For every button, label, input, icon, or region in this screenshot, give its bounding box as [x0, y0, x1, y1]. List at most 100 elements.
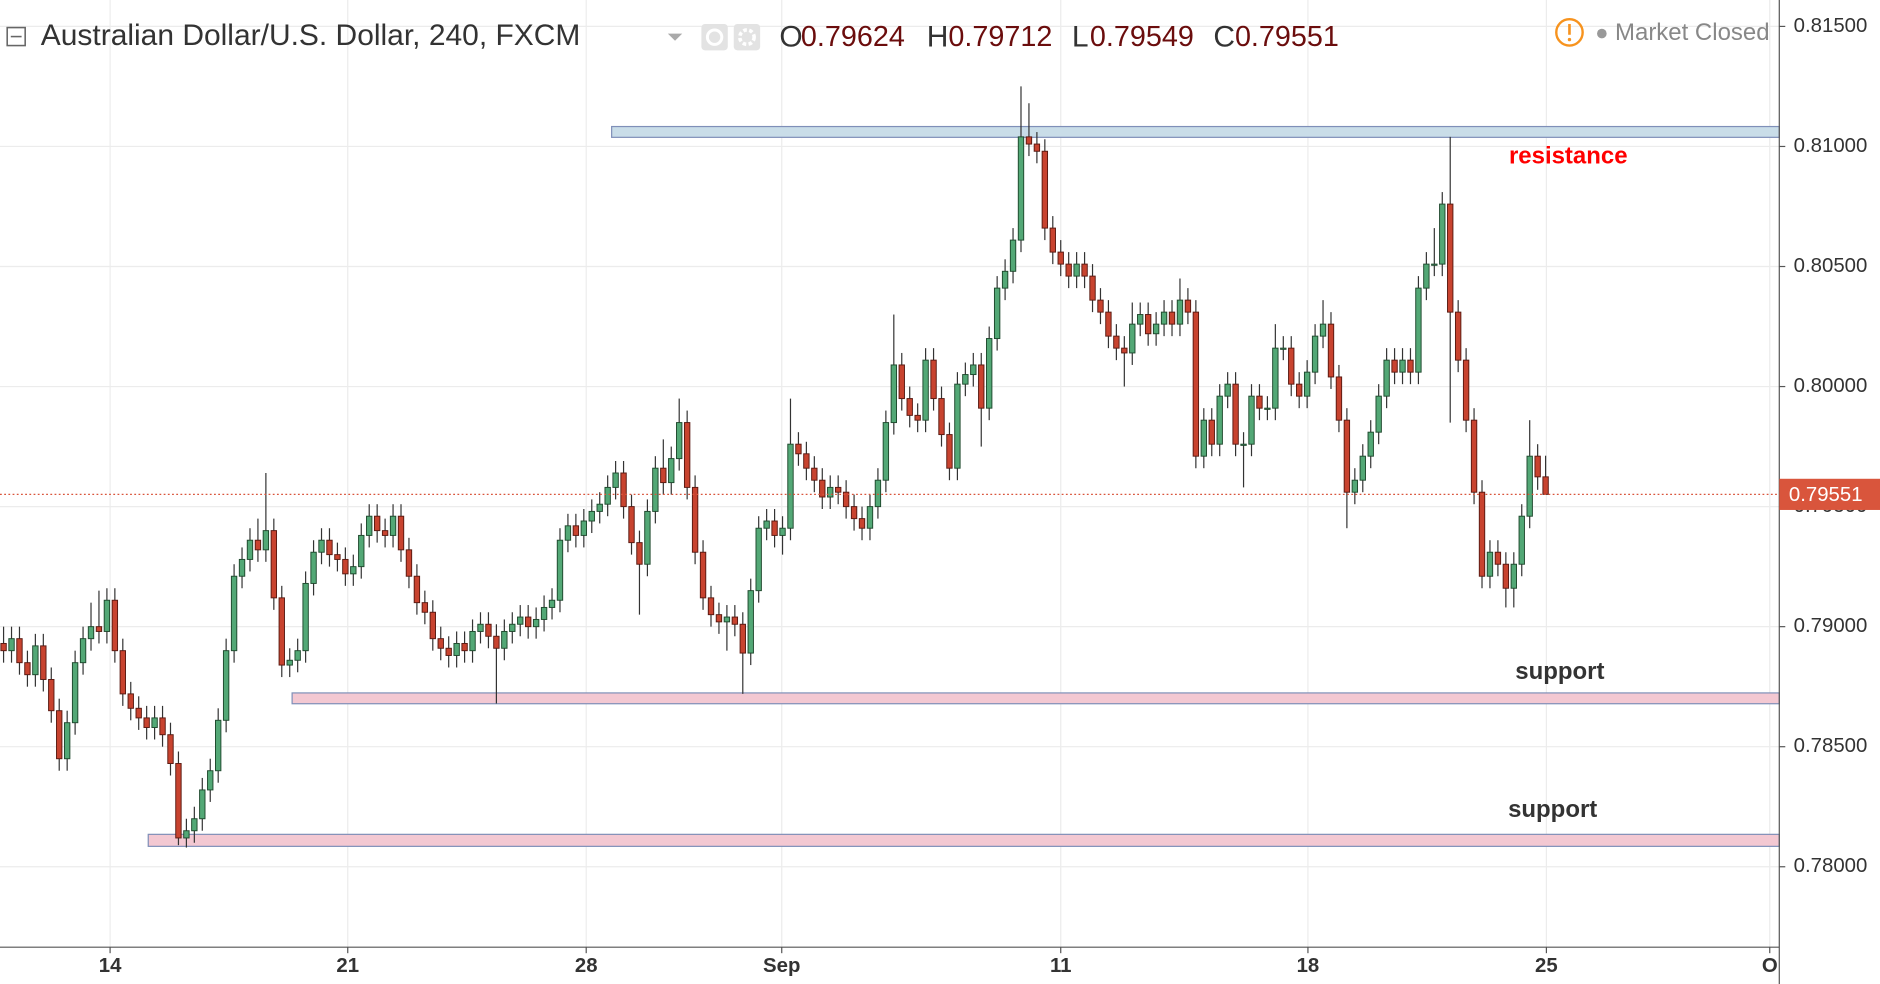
candle-body — [1176, 299, 1184, 325]
ohlc-label: H — [927, 20, 949, 53]
candle-body — [1137, 314, 1144, 325]
candle-body — [978, 364, 985, 409]
ohlc-value: 0.79624 — [801, 21, 905, 53]
symbol-title: Australian Dollar/U.S. Dollar, 240, FXCM — [41, 19, 581, 52]
candle-body — [882, 422, 890, 481]
candle-body — [1542, 476, 1549, 495]
candle-body — [906, 398, 913, 416]
candle-body — [1240, 443, 1247, 446]
candle-body — [493, 635, 500, 649]
candle-body — [501, 630, 508, 649]
candle-body — [1502, 563, 1510, 589]
x-tick-label: 11 — [1050, 955, 1072, 977]
candle-body — [1073, 263, 1080, 277]
ohlc-value: 0.79549 — [1090, 21, 1194, 53]
candle-body — [230, 575, 238, 652]
candle-body — [1097, 299, 1104, 313]
candle-body — [358, 534, 365, 568]
candle-body — [1009, 239, 1017, 272]
candle-body — [469, 630, 476, 652]
candle-body — [397, 515, 405, 551]
candle-body — [1152, 323, 1160, 335]
candle-body — [199, 789, 206, 820]
header: Australian Dollar/U.S. Dollar, 240, FXCM… — [6, 17, 1770, 53]
candle-body — [715, 614, 723, 623]
candle-body — [596, 503, 603, 512]
candle-body — [151, 717, 158, 728]
candle-body — [1065, 263, 1072, 277]
candle-body — [993, 287, 1001, 340]
candle-body — [620, 472, 627, 508]
candle-body — [103, 599, 111, 632]
candle-body — [1367, 431, 1374, 457]
candle-body — [1256, 395, 1263, 409]
ohlc-label: O — [779, 20, 802, 53]
candle-body — [262, 530, 270, 551]
candle-body — [373, 515, 381, 532]
collapse-icon[interactable] — [6, 26, 26, 47]
candle-body — [795, 443, 802, 455]
x-tick-label: 25 — [1535, 955, 1558, 977]
x-tick-label: 18 — [1297, 955, 1320, 977]
candle-body — [588, 510, 595, 522]
candle-body — [8, 638, 15, 652]
candle-body — [890, 364, 897, 424]
candle-body — [707, 597, 715, 616]
candle-body — [278, 597, 285, 666]
candle-body — [1224, 383, 1231, 397]
candle-body — [143, 717, 150, 728]
candle-body — [1089, 275, 1096, 301]
candle-body — [811, 467, 818, 481]
candle-body — [1017, 136, 1025, 241]
candle-body — [1160, 311, 1168, 325]
candle-body — [970, 364, 977, 376]
candle-body — [1192, 311, 1200, 457]
candle-body — [1343, 419, 1351, 493]
candle-body — [342, 558, 349, 575]
candle-body — [803, 453, 810, 469]
visibility-icon[interactable] — [701, 23, 728, 51]
candle-body — [350, 566, 357, 575]
candle-body — [1359, 455, 1366, 481]
price-zone — [147, 833, 1780, 847]
candle-body — [660, 467, 667, 484]
warning-icon[interactable] — [1555, 17, 1584, 47]
candle-body — [1478, 491, 1486, 577]
candle-body — [87, 626, 95, 640]
candle-body — [1025, 136, 1033, 145]
candle-body — [763, 520, 770, 529]
candle-body — [294, 650, 301, 661]
y-tick-label: 0.80000 — [1794, 375, 1868, 397]
candle-body — [556, 539, 564, 601]
candle-body — [962, 374, 969, 385]
candle-body — [95, 626, 103, 632]
candles — [0, 86, 1780, 848]
candle-body — [477, 623, 484, 632]
candle-body — [334, 554, 341, 560]
candle-body — [914, 414, 921, 421]
candle-body — [1319, 323, 1327, 337]
candle-body — [1311, 335, 1319, 373]
settings-icon[interactable] — [733, 23, 761, 51]
candle-body — [0, 642, 7, 652]
candle-body — [1494, 551, 1502, 565]
candle-body — [71, 662, 79, 724]
candle-body — [676, 422, 683, 460]
candle-body — [222, 650, 230, 721]
candle-body — [1280, 347, 1287, 350]
candle-body — [286, 659, 293, 666]
candle-body — [524, 616, 532, 628]
candle-body — [1407, 359, 1414, 373]
candle-body — [437, 638, 444, 649]
candle-body — [787, 443, 794, 529]
candle-body — [564, 525, 572, 541]
candle-body — [1534, 455, 1541, 478]
candle-body — [56, 710, 63, 760]
candle-body — [191, 818, 198, 832]
dropdown-arrow[interactable] — [667, 33, 683, 41]
candle-body — [747, 590, 754, 654]
candle-body — [318, 539, 325, 553]
candle-body — [48, 679, 55, 712]
candle-body — [1200, 419, 1207, 457]
